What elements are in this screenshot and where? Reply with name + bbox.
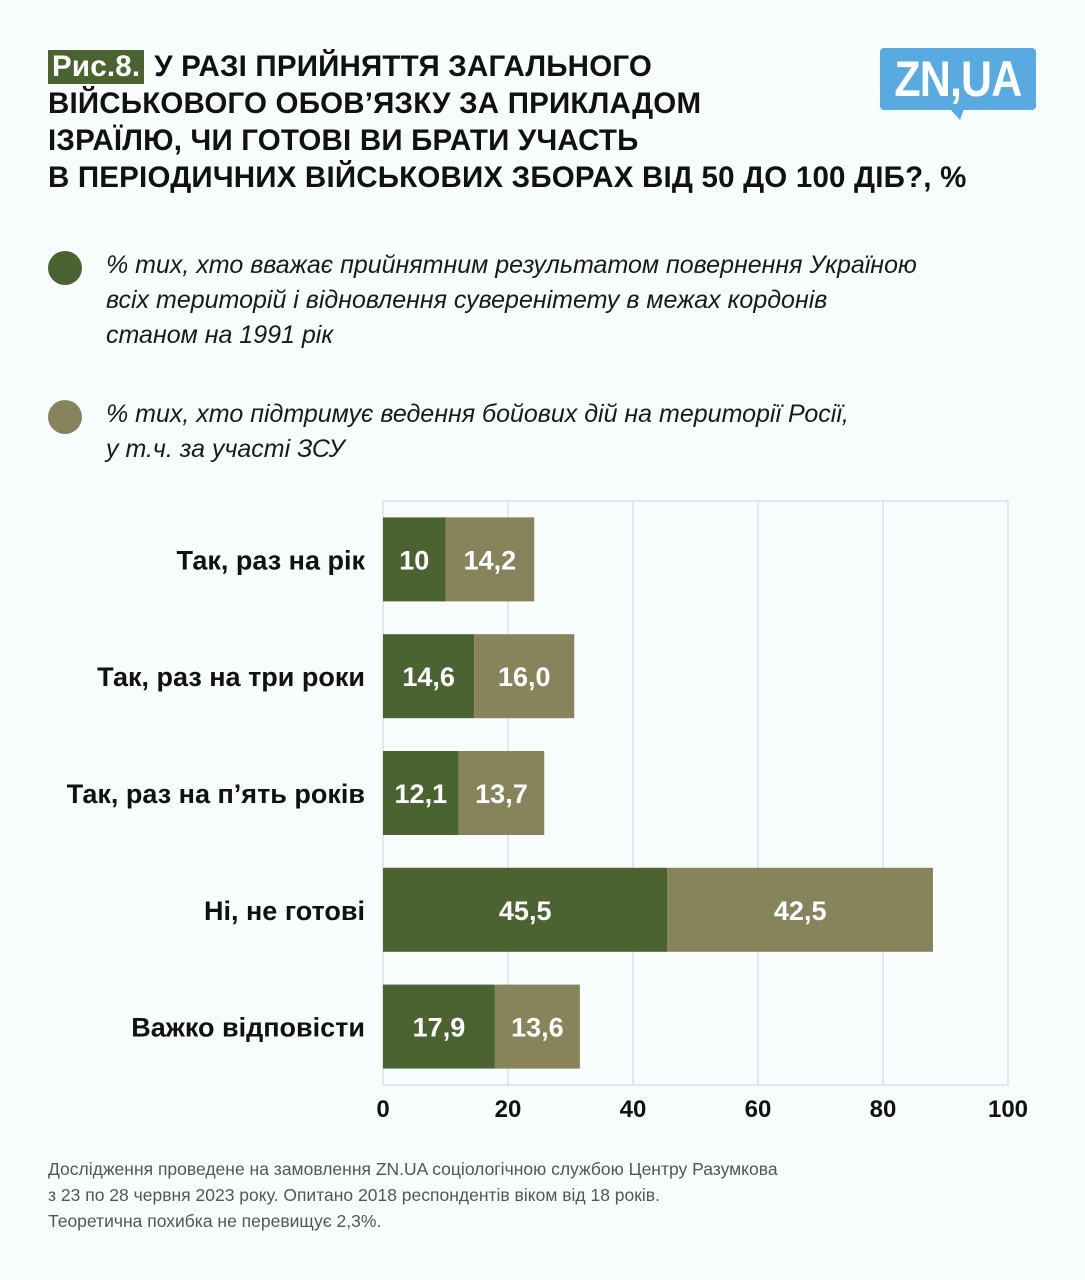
category-label: Так, раз на рік: [177, 545, 366, 575]
legend-dot-icon: [48, 400, 82, 434]
legend-item-series-1: % тих, хто вважає прийнятним результатом…: [48, 248, 1048, 353]
category-label: Важко відповісти: [131, 1013, 365, 1043]
bar-segment-series-2: [474, 634, 575, 719]
title-line-3: ІЗРАЇЛЮ, ЧИ ГОТОВІ ВИ БРАТИ УЧАСТЬ: [48, 124, 639, 157]
category-label: Так, раз на три роки: [97, 662, 365, 692]
title-line-1-text: У РАЗІ ПРИЙНЯТТЯ ЗАГАЛЬНОГО: [154, 50, 653, 83]
category-label: Ні, не готові: [204, 896, 365, 926]
x-tick-label: 40: [620, 1096, 647, 1123]
title-line-4: В ПЕРІОДИЧНИХ ВІЙСЬКОВИХ ЗБОРАХ ВІД 50 Д…: [48, 161, 967, 194]
bar-segment-series-2: [494, 984, 580, 1069]
data-label: 45,5: [499, 896, 552, 926]
x-tick-label: 80: [870, 1096, 897, 1123]
data-label: 14,2: [464, 545, 517, 575]
data-label: 17,9: [413, 1013, 466, 1043]
logo-text: ZN,UA: [894, 51, 1022, 107]
data-label: 10: [399, 545, 429, 575]
bar-segment-series-1: [383, 867, 668, 952]
legend: % тих, хто вважає прийнятним результатом…: [48, 248, 1048, 497]
legend-label: % тих, хто вважає прийнятним результатом…: [106, 251, 917, 349]
bar-segment-series-1: [383, 984, 495, 1069]
data-label: 13,6: [511, 1013, 564, 1043]
x-tick-label: 20: [495, 1096, 522, 1123]
category-label: Так, раз на п’ять років: [67, 779, 365, 809]
legend-dot-icon: [48, 251, 82, 285]
footnote: Дослідження проведене на замовлення ZN.U…: [48, 1159, 778, 1231]
data-label: 12,1: [395, 779, 448, 809]
title-text: Рис.8. У РАЗІ ПРИЙНЯТТЯ ЗАГАЛЬНОГО ВІЙСЬК…: [48, 48, 1028, 196]
title-line-1: Рис.8. У РАЗІ ПРИЙНЯТТЯ ЗАГАЛЬНОГО: [48, 48, 1028, 85]
legend-item-series-2: % тих, хто підтримує ведення бойових дій…: [48, 397, 1048, 467]
zn-ua-logo: ZN,UA: [880, 48, 1036, 120]
x-tick-label: 60: [745, 1096, 772, 1123]
bar-segment-series-1: [383, 517, 446, 602]
data-label: 16,0: [498, 662, 551, 692]
bar-segment-series-2: [458, 751, 545, 835]
chart-title: Рис.8. У РАЗІ ПРИЙНЯТТЯ ЗАГАЛЬНОГО ВІЙСЬК…: [48, 48, 1028, 196]
data-label: 13,7: [475, 779, 528, 809]
bar-segment-series-2: [667, 867, 933, 952]
title-line-2: ВІЙСЬКОВОГО ОБОВ’ЯЗКУ ЗА ПРИКЛАДОМ: [48, 87, 702, 120]
x-tick-label: 100: [988, 1096, 1028, 1123]
bar-segment-series-2: [445, 517, 535, 602]
figure-tag: Рис.8.: [48, 50, 145, 84]
data-label: 42,5: [774, 896, 827, 926]
legend-label: % тих, хто підтримує ведення бойових дій…: [106, 400, 849, 463]
speech-bubble-tail-icon: [950, 109, 964, 120]
bar-segment-series-1: [383, 751, 459, 835]
data-label: 14,6: [402, 662, 455, 692]
bar-segment-series-1: [383, 634, 475, 719]
x-tick-label: 0: [376, 1096, 389, 1123]
